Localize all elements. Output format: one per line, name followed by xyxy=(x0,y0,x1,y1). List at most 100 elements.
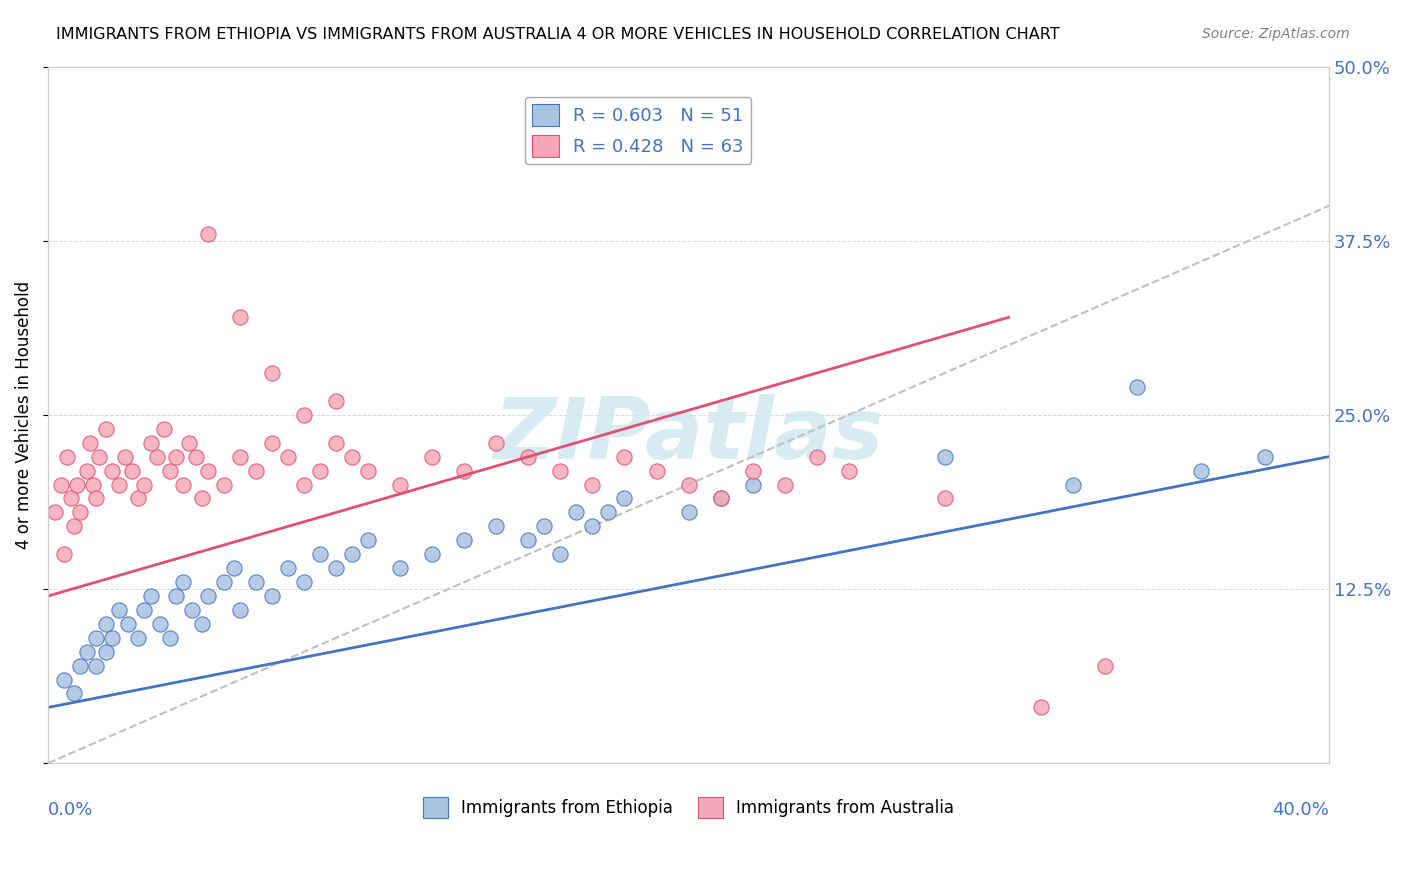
Point xyxy=(139,589,162,603)
Point xyxy=(149,616,172,631)
Point xyxy=(581,519,603,533)
Point xyxy=(309,464,332,478)
Point xyxy=(114,450,136,464)
Point xyxy=(84,658,107,673)
Point xyxy=(159,631,181,645)
Point xyxy=(1189,464,1212,478)
Point xyxy=(159,464,181,478)
Point xyxy=(389,477,412,491)
Point xyxy=(934,450,956,464)
Point xyxy=(1254,450,1277,464)
Point xyxy=(277,561,299,575)
Point xyxy=(934,491,956,506)
Point xyxy=(229,310,252,325)
Point xyxy=(517,450,540,464)
Point xyxy=(181,603,204,617)
Point xyxy=(1029,700,1052,714)
Point xyxy=(292,575,315,590)
Point xyxy=(76,645,98,659)
Point xyxy=(172,477,194,491)
Point xyxy=(342,547,364,561)
Point xyxy=(613,450,636,464)
Point xyxy=(325,435,347,450)
Point xyxy=(179,435,201,450)
Point xyxy=(69,658,91,673)
Point xyxy=(533,519,555,533)
Point xyxy=(453,533,475,548)
Point xyxy=(389,561,412,575)
Point xyxy=(146,450,169,464)
Point xyxy=(262,366,284,380)
Point xyxy=(101,631,124,645)
Text: 40.0%: 40.0% xyxy=(1272,801,1329,820)
Point xyxy=(214,575,236,590)
Point xyxy=(49,477,72,491)
Point xyxy=(245,464,267,478)
Point xyxy=(550,547,572,561)
Point xyxy=(292,408,315,422)
Point xyxy=(66,477,89,491)
Point xyxy=(197,589,219,603)
Point xyxy=(485,435,508,450)
Point xyxy=(325,561,347,575)
Point xyxy=(598,505,620,519)
Point xyxy=(63,519,86,533)
Point xyxy=(741,477,763,491)
Point xyxy=(94,645,117,659)
Point xyxy=(550,464,572,478)
Point xyxy=(806,450,828,464)
Point xyxy=(84,631,107,645)
Point xyxy=(357,464,380,478)
Point xyxy=(56,450,79,464)
Point xyxy=(309,547,332,561)
Point xyxy=(84,491,107,506)
Y-axis label: 4 or more Vehicles in Household: 4 or more Vehicles in Household xyxy=(15,281,32,549)
Point xyxy=(94,422,117,436)
Point xyxy=(101,464,124,478)
Point xyxy=(292,477,315,491)
Point xyxy=(422,547,444,561)
Point xyxy=(838,464,860,478)
Point xyxy=(342,450,364,464)
Point xyxy=(485,519,508,533)
Point xyxy=(152,422,174,436)
Text: Source: ZipAtlas.com: Source: ZipAtlas.com xyxy=(1202,27,1350,41)
Point xyxy=(53,547,76,561)
Point xyxy=(134,477,156,491)
Point xyxy=(565,505,588,519)
Point xyxy=(277,450,299,464)
Point xyxy=(89,450,111,464)
Point xyxy=(1094,658,1116,673)
Point xyxy=(165,450,187,464)
Text: IMMIGRANTS FROM ETHIOPIA VS IMMIGRANTS FROM AUSTRALIA 4 OR MORE VEHICLES IN HOUS: IMMIGRANTS FROM ETHIOPIA VS IMMIGRANTS F… xyxy=(56,27,1060,42)
Point xyxy=(69,505,91,519)
Legend: Immigrants from Ethiopia, Immigrants from Australia: Immigrants from Ethiopia, Immigrants fro… xyxy=(416,791,960,824)
Text: ZIPatlas: ZIPatlas xyxy=(494,394,883,477)
Point xyxy=(172,575,194,590)
Point xyxy=(581,477,603,491)
Point xyxy=(107,603,129,617)
Point xyxy=(94,616,117,631)
Text: 0.0%: 0.0% xyxy=(48,801,94,820)
Point xyxy=(82,477,104,491)
Point xyxy=(214,477,236,491)
Point xyxy=(127,491,149,506)
Point xyxy=(63,686,86,700)
Point xyxy=(773,477,796,491)
Point xyxy=(107,477,129,491)
Point xyxy=(44,505,66,519)
Point xyxy=(191,616,214,631)
Point xyxy=(262,435,284,450)
Point xyxy=(127,631,149,645)
Point xyxy=(453,464,475,478)
Point xyxy=(197,464,219,478)
Point xyxy=(229,450,252,464)
Point xyxy=(184,450,207,464)
Point xyxy=(59,491,82,506)
Point xyxy=(262,589,284,603)
Point xyxy=(165,589,187,603)
Point xyxy=(325,393,347,408)
Point xyxy=(139,435,162,450)
Point xyxy=(197,227,219,241)
Point xyxy=(121,464,143,478)
